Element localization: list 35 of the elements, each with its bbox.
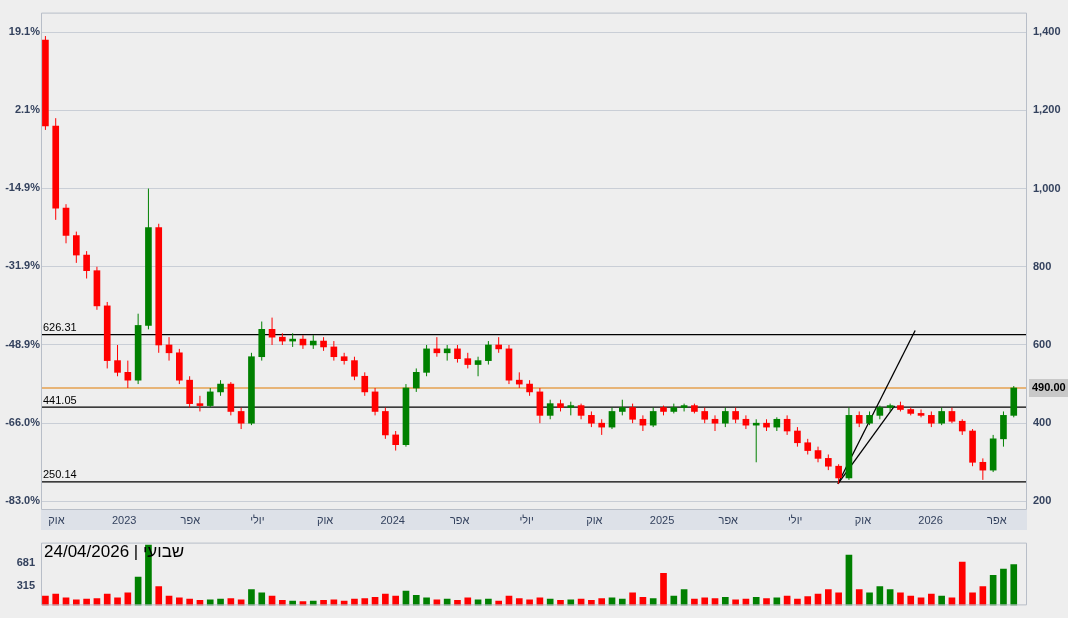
x-tick-label: אוק (586, 513, 603, 526)
y-tick-label: 800 (1033, 259, 1052, 272)
y-tick-label: 315 (16, 578, 35, 591)
y2-tick-label: 19.1% (8, 24, 41, 37)
y-tick-label: 1,200 (1033, 103, 1061, 116)
x-tick-label: אוק (48, 513, 65, 526)
y2-tick-label: -66.0% (5, 416, 41, 429)
x-tick-label: יולי (250, 513, 265, 526)
x-tick-label: יולי (788, 513, 803, 526)
y-tick-label: 200 (1033, 494, 1052, 507)
y2-tick-label: -31.9% (5, 259, 41, 272)
x-tick-label: 2024 (380, 513, 405, 526)
x-tick-label: אוק (316, 513, 334, 526)
y2-tick-label: -83.0% (5, 494, 41, 507)
ref-line-label: 441.05 (43, 393, 77, 406)
x-tick-label: אוק (854, 513, 872, 526)
y2-tick-label: -48.9% (5, 337, 41, 350)
x-tick-label: אפר (449, 513, 470, 526)
y-tick-label: 681 (16, 555, 35, 568)
x-tick-label: אפר (718, 513, 739, 526)
x-tick-label: 2025 (649, 513, 675, 526)
x-tick-label: אפר (987, 513, 1007, 526)
ref-line-label: 250.14 (43, 468, 77, 481)
y-tick-label: 600 (1033, 338, 1052, 351)
x-tick-label: אפר (180, 513, 201, 526)
ref-line-label: 490.00 (1032, 381, 1066, 394)
y2-tick-label: 2.1% (14, 103, 41, 116)
y2-tick-label: -14.9% (5, 181, 41, 194)
y-tick-label: 400 (1033, 416, 1052, 429)
y-tick-label: 1,000 (1033, 181, 1061, 194)
x-tick-label: 2026 (918, 513, 943, 526)
x-tick-label: 2023 (111, 513, 137, 526)
y-tick-label: 1,400 (1033, 25, 1061, 38)
x-tick-label: יולי (519, 513, 534, 526)
ref-line-label: 626.31 (43, 321, 77, 334)
